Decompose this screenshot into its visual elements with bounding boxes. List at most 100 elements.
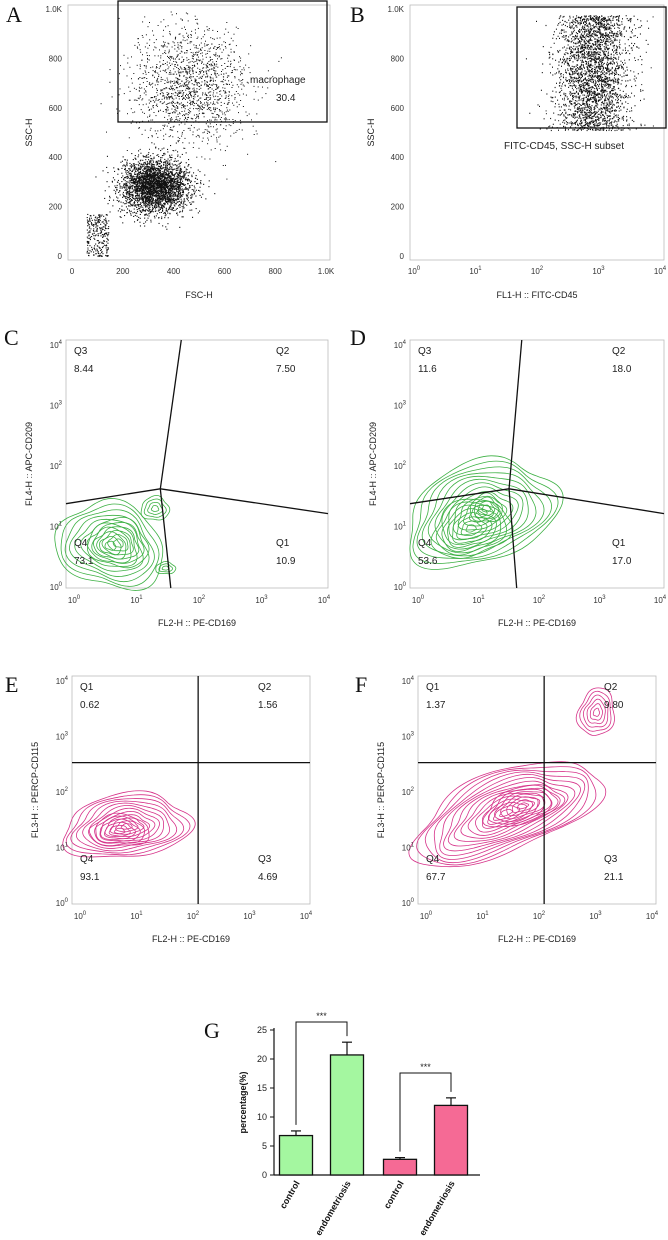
event-dot bbox=[212, 103, 214, 105]
event-dot bbox=[167, 107, 169, 109]
event-dot bbox=[171, 163, 173, 165]
event-dot bbox=[227, 54, 229, 56]
event-dot bbox=[157, 160, 159, 162]
event-dot bbox=[222, 113, 224, 115]
event-dot bbox=[153, 180, 155, 182]
event-dot bbox=[140, 183, 142, 185]
event-dot bbox=[161, 183, 163, 185]
event-dot bbox=[147, 178, 149, 180]
event-dot bbox=[177, 151, 179, 153]
event-dot bbox=[171, 157, 173, 159]
event-dot bbox=[202, 94, 203, 96]
event-dot bbox=[248, 67, 250, 69]
event-dot bbox=[596, 30, 598, 32]
event-dot bbox=[107, 255, 109, 257]
event-dot bbox=[190, 180, 192, 182]
event-dot bbox=[609, 19, 611, 22]
event-dot bbox=[185, 113, 187, 115]
event-dot bbox=[165, 174, 167, 176]
event-dot bbox=[213, 116, 215, 118]
event-dot bbox=[137, 203, 139, 205]
event-dot bbox=[162, 198, 164, 200]
event-dot bbox=[169, 55, 171, 57]
event-dot bbox=[134, 111, 136, 113]
event-dot bbox=[98, 214, 100, 216]
event-dot bbox=[88, 254, 90, 256]
event-dot bbox=[161, 92, 163, 94]
event-dot bbox=[198, 128, 200, 130]
event-dot bbox=[214, 103, 216, 105]
event-dot bbox=[262, 86, 263, 88]
event-dot bbox=[107, 203, 109, 205]
event-dot bbox=[172, 179, 174, 181]
event-dot bbox=[105, 247, 107, 249]
event-dot bbox=[189, 127, 191, 129]
event-dot bbox=[170, 206, 172, 208]
event-dot bbox=[136, 212, 138, 214]
event-dot bbox=[197, 134, 199, 136]
event-dot bbox=[182, 71, 184, 73]
event-dot bbox=[144, 65, 146, 67]
event-dot bbox=[143, 188, 145, 190]
event-dot bbox=[164, 161, 166, 163]
event-dot bbox=[152, 97, 153, 99]
event-dot bbox=[148, 55, 150, 57]
event-dot bbox=[149, 180, 151, 182]
event-dot bbox=[166, 178, 168, 180]
event-dot bbox=[177, 79, 179, 81]
event-dot bbox=[178, 190, 180, 192]
event-dot bbox=[140, 188, 142, 190]
event-dot bbox=[161, 189, 163, 191]
event-dot bbox=[145, 187, 147, 189]
event-dot bbox=[140, 190, 142, 192]
event-dot bbox=[130, 176, 132, 178]
event-dot bbox=[226, 103, 228, 105]
event-dot bbox=[193, 94, 195, 96]
event-dot bbox=[188, 72, 190, 74]
event-dot bbox=[193, 54, 195, 56]
event-dot bbox=[159, 182, 161, 184]
event-dot bbox=[196, 183, 198, 185]
event-dot bbox=[127, 57, 129, 59]
event-dot bbox=[585, 78, 586, 80]
event-dot bbox=[94, 238, 96, 240]
event-dot bbox=[167, 198, 169, 200]
event-dot bbox=[203, 67, 205, 69]
event-dot bbox=[160, 21, 162, 23]
event-dot bbox=[170, 188, 172, 190]
event-dot bbox=[140, 206, 142, 208]
event-dot bbox=[174, 205, 176, 207]
event-dot bbox=[191, 176, 193, 178]
event-dot bbox=[183, 171, 185, 173]
event-dot bbox=[565, 69, 566, 71]
event-dot bbox=[144, 186, 146, 188]
event-dot bbox=[164, 43, 165, 45]
event-dot bbox=[143, 156, 145, 158]
event-dot bbox=[97, 222, 99, 224]
event-dot bbox=[152, 202, 154, 204]
event-dot bbox=[177, 187, 179, 189]
event-dot bbox=[169, 182, 171, 184]
event-dot bbox=[130, 213, 132, 215]
event-dot bbox=[167, 189, 169, 191]
event-dot bbox=[198, 117, 200, 119]
event-dot bbox=[148, 182, 150, 184]
event-dot bbox=[192, 70, 194, 72]
event-dot bbox=[168, 57, 169, 58]
event-dot bbox=[609, 91, 611, 93]
event-dot bbox=[150, 194, 152, 196]
event-dot bbox=[159, 198, 161, 200]
event-dot bbox=[185, 194, 187, 196]
event-dot bbox=[177, 140, 179, 142]
event-dot bbox=[157, 171, 159, 173]
event-dot bbox=[188, 81, 190, 83]
event-dot bbox=[577, 102, 579, 104]
event-dot bbox=[167, 79, 169, 81]
event-dot bbox=[174, 66, 176, 67]
event-dot bbox=[163, 182, 165, 184]
event-dot bbox=[619, 53, 621, 56]
event-dot bbox=[159, 174, 161, 176]
event-dot bbox=[164, 169, 166, 171]
event-dot bbox=[102, 226, 104, 228]
event-dot bbox=[585, 77, 586, 79]
